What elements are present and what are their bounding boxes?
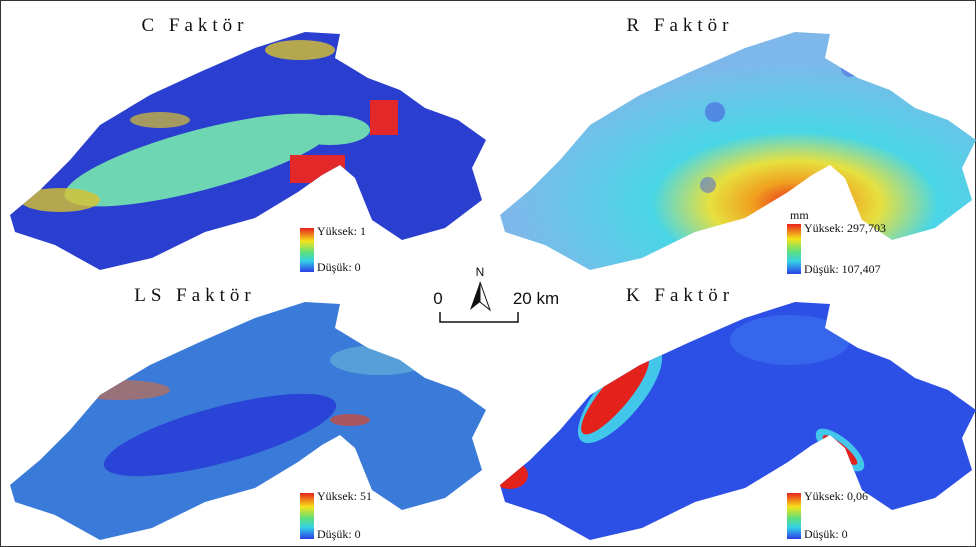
legend-bar bbox=[300, 228, 314, 272]
legend-high: Yüksek: 1 bbox=[317, 224, 366, 238]
legend-high: Yüksek: 51 bbox=[317, 489, 372, 503]
legend-low: Düşük: 0 bbox=[804, 527, 848, 541]
scale-bar bbox=[440, 312, 518, 322]
legend-high: Yüksek: 297,703 bbox=[804, 221, 886, 235]
ls-map bbox=[10, 302, 486, 540]
legend-low: Düşük: 107,407 bbox=[804, 262, 881, 276]
panel-title: K Faktör bbox=[626, 285, 734, 306]
legend-high: Yüksek: 0,06 bbox=[804, 489, 868, 503]
legend-low: Düşük: 0 bbox=[317, 527, 361, 541]
legend-bar bbox=[787, 224, 801, 274]
panel-title: LS Faktör bbox=[134, 285, 256, 306]
legend-bar bbox=[787, 493, 801, 539]
north-label: N bbox=[476, 265, 485, 279]
panel-title: R Faktör bbox=[626, 15, 733, 36]
north-arrow bbox=[470, 282, 490, 310]
k-map bbox=[492, 302, 976, 540]
legend-unit: mm bbox=[790, 208, 809, 222]
legend-bar bbox=[300, 493, 314, 539]
map-figure: C Faktör Yüksek: 1 Düşük: 0 R Faktör mm … bbox=[0, 0, 976, 547]
legend-low: Düşük: 0 bbox=[317, 260, 361, 274]
panel-title: C Faktör bbox=[141, 15, 248, 36]
scale-end: 20 km bbox=[513, 289, 559, 308]
c-map bbox=[10, 32, 486, 270]
scale-start: 0 bbox=[433, 289, 442, 308]
r-map bbox=[500, 32, 976, 270]
